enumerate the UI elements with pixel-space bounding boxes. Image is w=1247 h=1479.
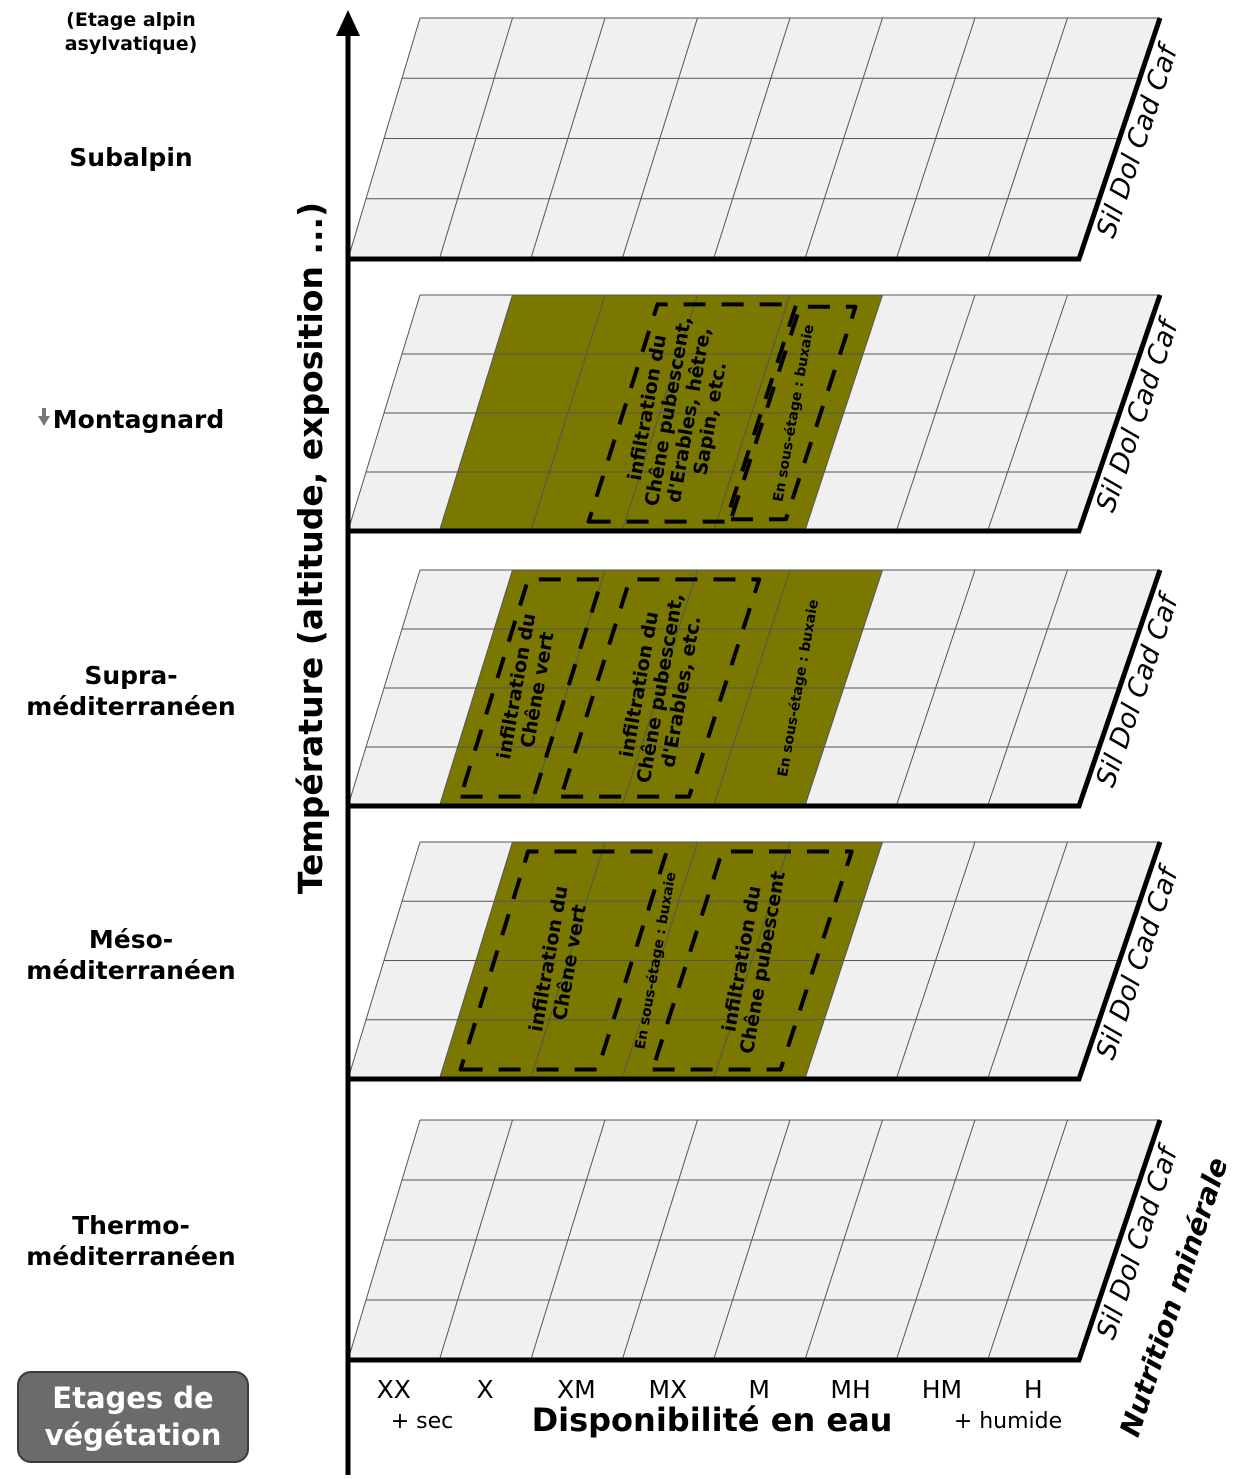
plane-thermo: Sil Dol Cad Caf <box>347 1119 1185 1363</box>
water-class-XX: XX <box>377 1375 411 1404</box>
box-montagnard-buxaie <box>729 304 858 522</box>
plane-supra: Sil Dol Cad Caf <box>347 569 1186 809</box>
stage-label-alpin: (Etage alpin asylvatique) <box>0 8 262 56</box>
legend-line1: Etages de <box>52 1381 214 1415</box>
water-class-XM: XM <box>557 1375 596 1404</box>
stage-label-thermo-line2: méditerranéen <box>26 1242 236 1271</box>
stage-planes: Sil Dol Cad Caf Sil Dol Cad Caf Sil Dol Ca… <box>347 17 1186 1363</box>
plane-meso: Sil Dol Cad Caf <box>347 841 1186 1082</box>
plane-edge <box>348 17 1163 262</box>
plane-subalpin: Sil Dol Cad Caf <box>347 17 1185 262</box>
stage-label-alpin-line1: (Etage alpin <box>66 9 196 31</box>
stage-label-subalpin: Subalpin <box>0 142 262 173</box>
water-class-HM: HM <box>922 1375 962 1404</box>
box-meso-chene-vert <box>458 849 669 1072</box>
water-class-M: M <box>748 1375 770 1404</box>
box-supra-chene-vert <box>458 577 604 799</box>
y-axis-label: Température (altitude, exposition ...) <box>291 202 330 894</box>
stage-label-thermo-line1: Thermo- <box>72 1211 190 1240</box>
water-class-X: X <box>477 1375 494 1404</box>
water-class-MH: MH <box>830 1375 870 1404</box>
stage-label-supra-line2: méditerranéen <box>26 692 236 721</box>
water-class-labels: XX X XM MX M MH HM H <box>377 1375 1043 1404</box>
plane-edge <box>348 1119 1163 1363</box>
stage-label-supra: Supra- méditerranéen <box>0 660 262 722</box>
water-class-MX: MX <box>648 1375 687 1404</box>
stage-label-montagnard: Montagnard <box>0 404 262 435</box>
x-axis-label: Disponibilité en eau <box>532 1401 893 1439</box>
plane-edge <box>348 841 1163 1082</box>
arrow-down-icon <box>37 408 50 426</box>
plane-edge <box>348 294 1163 534</box>
box-meso-chene-pub <box>650 849 854 1072</box>
y-axis-arrow-icon <box>336 10 360 36</box>
box-montagnard-chene <box>586 302 799 524</box>
plane-edge <box>348 569 1163 809</box>
plane-montagnard: Sil Dol Cad Caf <box>347 294 1186 534</box>
legend-line2: végétation <box>44 1418 222 1452</box>
stage-label-meso-line1: Méso- <box>88 925 174 954</box>
stage-label-thermo: Thermo- méditerranéen <box>0 1210 262 1272</box>
stage-label-meso-line2: méditerranéen <box>26 956 236 985</box>
box-supra-chene-pub <box>559 577 762 799</box>
stage-label-alpin-line2: asylvatique) <box>64 33 198 55</box>
stage-label-meso: Méso- méditerranéen <box>0 924 262 986</box>
stage-label-montagnard-text: Montagnard <box>52 405 225 434</box>
x-left-hint: + sec <box>391 1409 454 1434</box>
water-class-H: H <box>1024 1375 1043 1404</box>
stage-label-supra-line1: Supra- <box>84 661 178 690</box>
stage-label-subalpin-text: Subalpin <box>69 143 193 172</box>
x-right-hint: + humide <box>954 1409 1062 1434</box>
legend-box: Etages de végétation <box>17 1371 249 1463</box>
